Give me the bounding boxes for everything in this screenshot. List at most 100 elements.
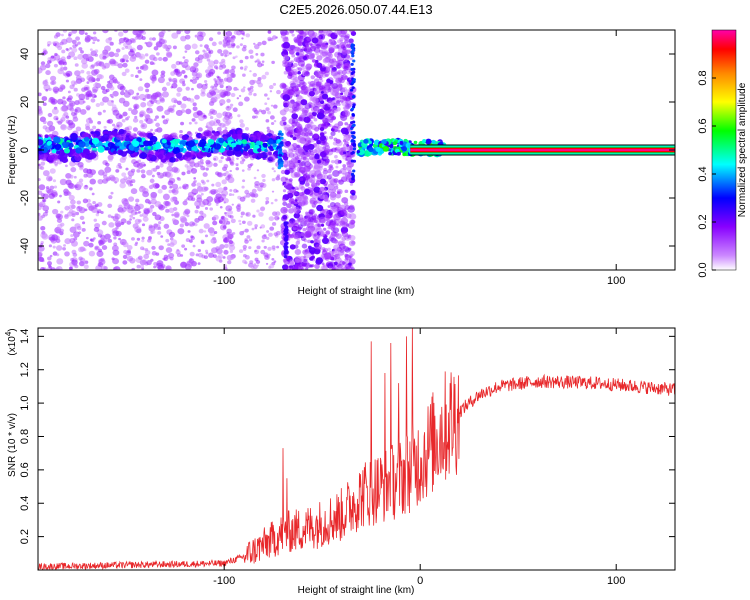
speckle-mark	[78, 256, 83, 261]
ridge-mark	[133, 133, 137, 137]
speckle-mark	[280, 30, 288, 36]
speckle-mark	[282, 60, 287, 65]
speckle-mark	[136, 169, 141, 173]
speckle-mark	[286, 183, 294, 191]
speckle-mark	[154, 183, 160, 189]
speckle-mark	[194, 217, 200, 223]
speckle-mark	[324, 81, 331, 88]
speckle-mark	[47, 44, 50, 47]
speckle-mark	[333, 261, 338, 266]
speckle-mark	[128, 196, 135, 202]
speckle-mark	[331, 82, 339, 90]
speckle-mark	[112, 109, 120, 116]
speckle-mark	[247, 167, 251, 171]
speckle-mark	[230, 42, 236, 47]
speckle-mark	[100, 85, 106, 91]
ridge-mark	[231, 142, 237, 148]
speckle-mark	[288, 168, 294, 174]
speckle-mark	[180, 262, 184, 265]
ridge-mark	[262, 143, 268, 148]
speckle-mark	[184, 164, 189, 168]
speckle-mark	[269, 115, 275, 120]
speckle-mark	[116, 121, 123, 128]
speckle-mark	[88, 117, 92, 121]
speckle-mark	[318, 238, 322, 242]
speckle-mark	[319, 132, 325, 137]
speckle-mark	[261, 74, 267, 80]
ridge-mark	[352, 103, 356, 107]
speckle-mark	[159, 163, 164, 168]
ridge-mark	[53, 136, 61, 144]
speckle-mark	[313, 133, 319, 139]
speckle-mark	[166, 81, 171, 86]
speckle-mark	[322, 159, 329, 166]
speckle-mark	[283, 208, 287, 213]
speckle-mark	[45, 70, 51, 76]
speckle-mark	[334, 185, 339, 190]
ridge-mark	[68, 142, 74, 148]
speckle-mark	[303, 164, 311, 172]
speckle-mark	[269, 85, 274, 90]
speckle-mark	[283, 70, 288, 75]
speckle-mark	[205, 121, 213, 128]
speckle-mark	[319, 79, 324, 83]
speckle-mark	[65, 37, 73, 44]
speckle-mark	[85, 93, 90, 98]
speckle-mark	[271, 257, 275, 261]
speckle-mark	[68, 209, 74, 214]
speckle-mark	[182, 83, 186, 87]
ridge-mark	[257, 153, 264, 159]
speckle-mark	[341, 49, 348, 55]
speckle-mark	[55, 117, 59, 121]
speckle-mark	[250, 198, 256, 203]
speckle-mark	[116, 81, 120, 85]
speckle-mark	[231, 203, 234, 206]
speckle-mark	[165, 51, 173, 57]
speckle-mark	[330, 148, 334, 152]
speckle-mark	[216, 112, 223, 119]
speckle-mark	[344, 254, 352, 261]
speckle-mark	[171, 82, 178, 89]
speckle-mark	[194, 121, 198, 125]
x-tick-label: 0	[417, 575, 423, 587]
speckle-mark	[325, 214, 330, 219]
speckle-mark	[144, 250, 151, 256]
speckle-mark	[137, 255, 143, 260]
speckle-mark	[157, 226, 162, 231]
speckle-mark	[203, 115, 207, 118]
speckle-mark	[153, 99, 158, 103]
speckle-mark	[320, 90, 324, 94]
speckle-mark	[236, 45, 240, 49]
speckle-mark	[95, 103, 101, 108]
speckle-mark	[141, 239, 145, 243]
speckle-mark	[52, 245, 56, 249]
speckle-mark	[344, 189, 349, 194]
speckle-mark	[58, 60, 63, 64]
speckle-mark	[102, 30, 109, 34]
speckle-mark	[105, 162, 110, 167]
speckle-mark	[61, 49, 66, 54]
speckle-mark	[317, 146, 324, 152]
speckle-mark	[280, 34, 286, 39]
speckle-mark	[88, 250, 96, 257]
speckle-mark	[113, 236, 117, 240]
speckle-mark	[223, 186, 228, 191]
speckle-mark	[38, 108, 43, 114]
speckle-mark	[161, 115, 165, 119]
speckle-mark	[252, 115, 256, 119]
speckle-mark	[227, 260, 232, 265]
speckle-mark	[288, 152, 295, 158]
speckle-mark	[47, 256, 52, 261]
speckle-mark	[189, 98, 195, 103]
speckle-mark	[266, 230, 270, 233]
speckle-mark	[288, 178, 293, 182]
speckle-mark	[266, 126, 270, 130]
speckle-mark	[171, 183, 179, 190]
speckle-mark	[302, 227, 307, 232]
snr-x-ticks: -100 0 100	[213, 328, 625, 587]
speckle-mark	[107, 203, 113, 209]
speckle-mark	[348, 213, 357, 220]
speckle-mark	[329, 166, 334, 171]
speckle-mark	[72, 114, 78, 119]
x-tick-label: -100	[213, 575, 235, 587]
